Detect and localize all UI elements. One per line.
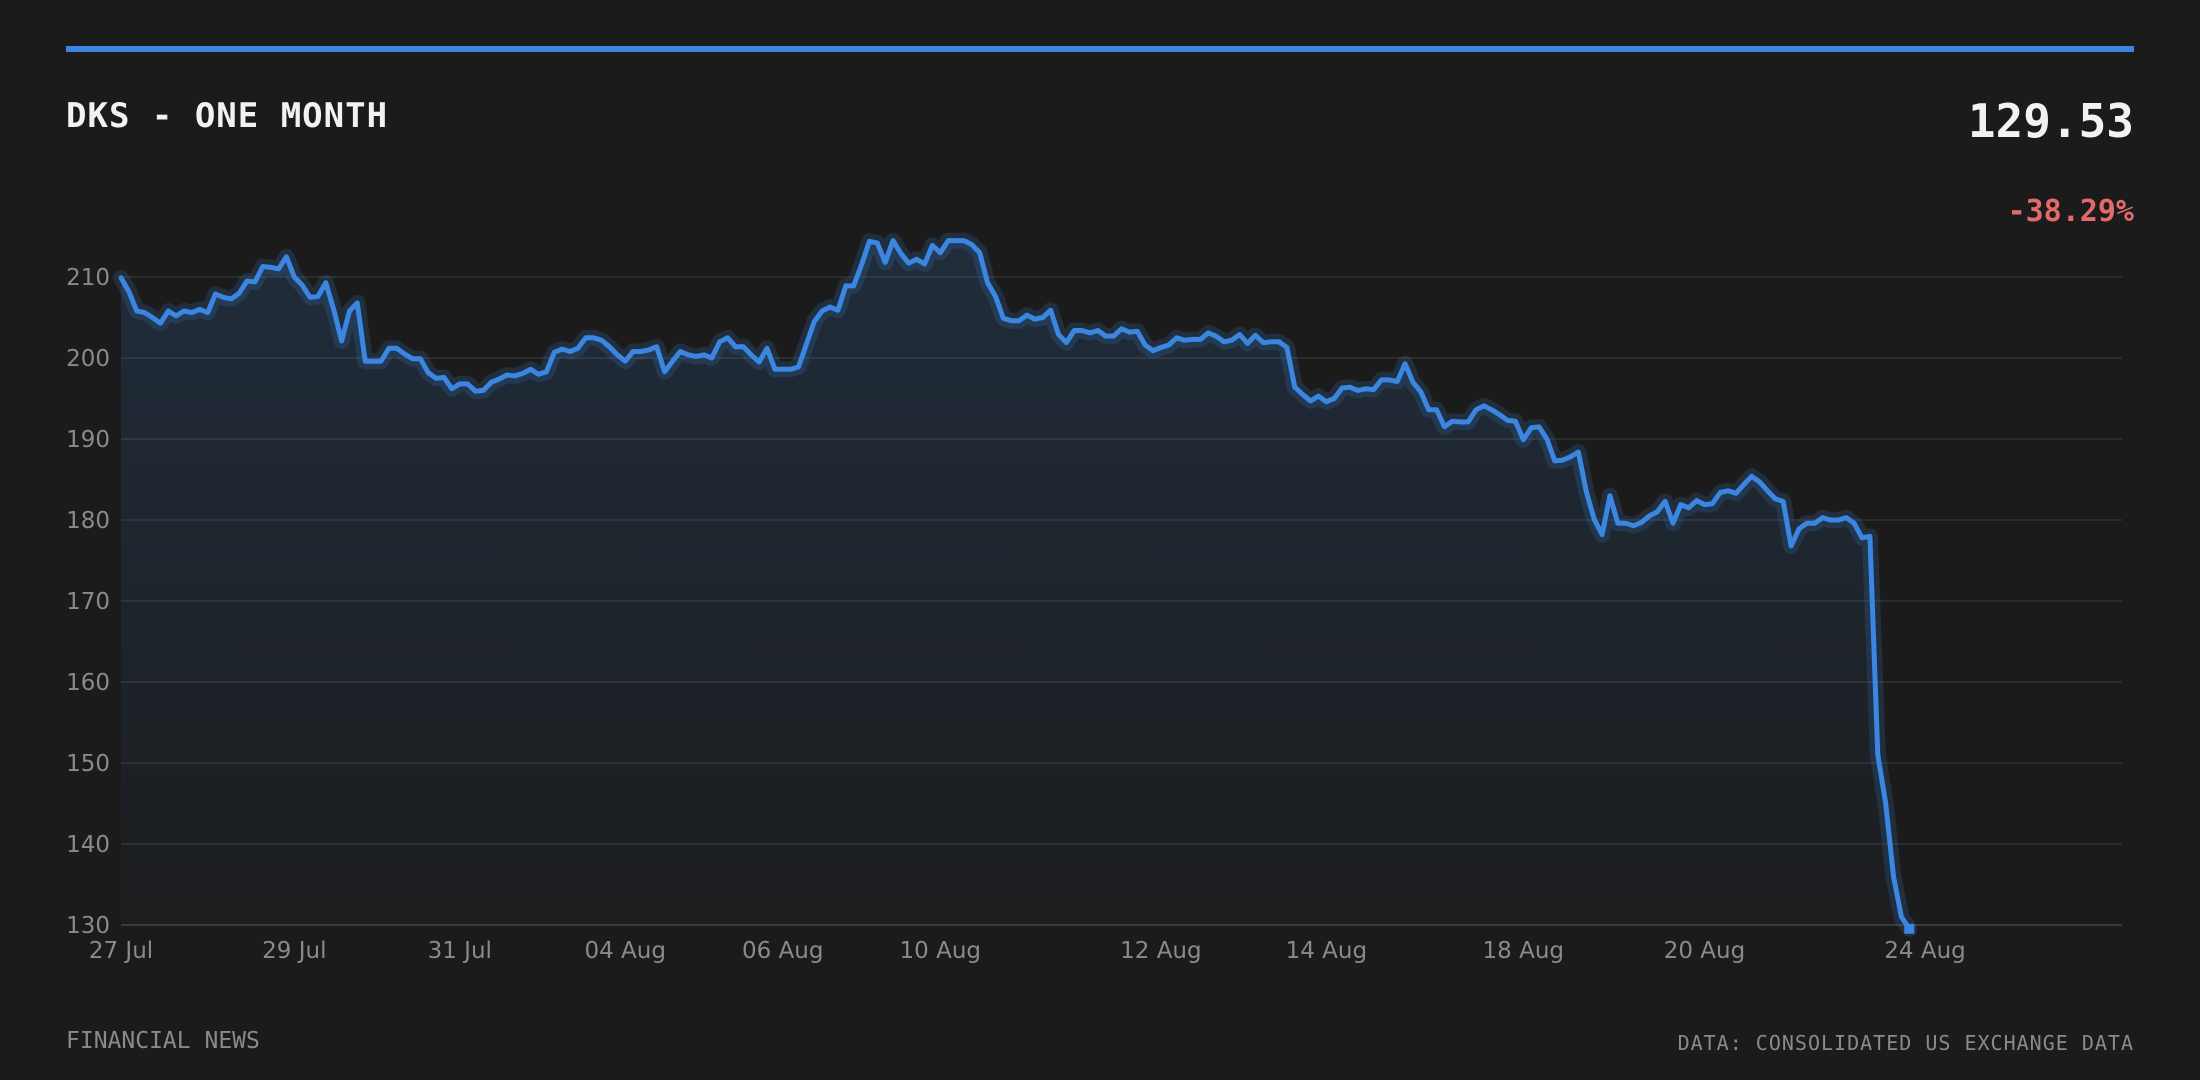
y-tick-label: 130 (66, 913, 110, 939)
last-point-marker (1904, 923, 1915, 934)
y-tick-label: 190 (66, 427, 110, 453)
footer-source-right: DATA: CONSOLIDATED US EXCHANGE DATA (1677, 1031, 2134, 1055)
y-tick-label: 210 (66, 265, 110, 291)
x-tick-label: 29 Jul (262, 938, 326, 964)
y-tick-label: 200 (66, 346, 110, 372)
y-tick-label: 170 (66, 589, 110, 615)
x-tick-label: 24 Aug (1884, 938, 1966, 964)
y-tick-label: 140 (66, 832, 110, 858)
series-area (121, 240, 1910, 929)
x-tick-label: 18 Aug (1483, 938, 1565, 964)
x-tick-label: 04 Aug (584, 938, 666, 964)
current-price: 129.53 (1967, 94, 2134, 148)
y-axis: 210 200 190 180 170 160 150 140 130 (66, 265, 110, 939)
x-tick-label: 12 Aug (1120, 938, 1202, 964)
y-tick-label: 160 (66, 670, 110, 696)
footer-source-left: FINANCIAL NEWS (66, 1028, 260, 1054)
series-layer (113, 232, 1918, 937)
x-tick-label: 06 Aug (742, 938, 824, 964)
page-title: DKS - ONE MONTH (66, 96, 389, 136)
y-tick-label: 150 (66, 751, 110, 777)
accent-bar (66, 46, 2134, 52)
x-axis: 27 Jul 29 Jul 31 Jul 04 Aug 06 Aug 10 Aug 12 A… (89, 938, 1966, 964)
x-tick-label: 20 Aug (1664, 938, 1746, 964)
y-tick-label: 180 (66, 508, 110, 534)
x-tick-label: 31 Jul (428, 938, 492, 964)
price-change: -38.29% (2007, 194, 2134, 229)
x-tick-label: 27 Jul (89, 938, 153, 964)
x-tick-label: 10 Aug (900, 938, 982, 964)
series-line (118, 238, 1912, 932)
x-tick-label: 14 Aug (1286, 938, 1368, 964)
